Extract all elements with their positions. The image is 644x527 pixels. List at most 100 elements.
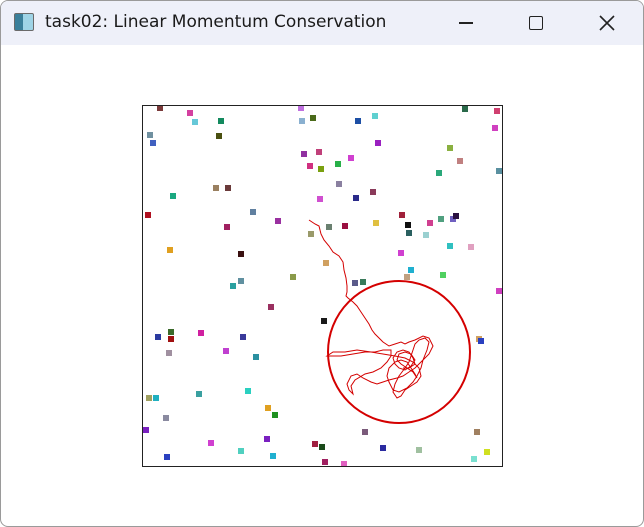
particle	[146, 395, 152, 401]
particle	[471, 456, 477, 462]
maximize-icon	[529, 16, 543, 30]
particle	[416, 447, 422, 453]
particle	[238, 251, 244, 257]
particle	[335, 161, 341, 167]
particle	[372, 113, 378, 119]
window-title: task02: Linear Momentum Conservation	[45, 12, 387, 32]
particle	[352, 280, 358, 286]
particle	[167, 247, 173, 253]
particle	[240, 334, 246, 340]
particle	[230, 283, 236, 289]
particle	[496, 288, 502, 294]
particle	[264, 436, 270, 442]
particle	[225, 185, 231, 191]
particle	[478, 338, 484, 344]
particle	[326, 224, 332, 230]
particle	[163, 415, 169, 421]
particle	[353, 195, 359, 201]
close-button[interactable]	[572, 1, 642, 45]
particle	[484, 449, 490, 455]
particle	[373, 220, 379, 226]
particle	[299, 118, 305, 124]
particle	[405, 222, 411, 228]
particle	[355, 118, 361, 124]
particle	[213, 185, 219, 191]
particle	[375, 140, 381, 146]
particle	[298, 106, 304, 111]
particle	[272, 412, 278, 418]
particle	[468, 244, 474, 250]
particle	[245, 388, 251, 394]
particle	[336, 181, 342, 187]
particle	[150, 140, 156, 146]
minimize-button[interactable]	[431, 1, 501, 45]
particle	[406, 230, 412, 236]
simulation-drawing	[143, 106, 502, 466]
particle	[404, 274, 410, 280]
particle	[208, 440, 214, 446]
particle	[321, 318, 327, 324]
particle	[275, 218, 281, 224]
particle	[438, 216, 444, 222]
particle	[316, 149, 322, 155]
particle	[447, 243, 453, 249]
particle	[270, 453, 276, 459]
particle	[250, 209, 256, 215]
particle	[342, 223, 348, 229]
particle	[216, 133, 222, 139]
particle	[408, 267, 414, 273]
particle	[265, 405, 271, 411]
particle	[370, 189, 376, 195]
close-icon	[599, 15, 615, 31]
particle	[153, 395, 159, 401]
maximize-button[interactable]	[501, 1, 571, 45]
title-bar[interactable]: task02: Linear Momentum Conservation	[1, 1, 643, 45]
particle	[348, 155, 354, 161]
particle	[218, 118, 224, 124]
particle	[166, 350, 172, 356]
particle	[168, 336, 174, 342]
particle	[268, 304, 274, 310]
minimize-icon	[459, 22, 473, 24]
particle	[453, 213, 459, 219]
particle	[164, 454, 170, 460]
particle	[168, 329, 174, 335]
particle	[492, 125, 498, 131]
particle	[157, 106, 163, 111]
particle	[196, 391, 202, 397]
particle	[310, 115, 316, 121]
particle	[462, 106, 468, 112]
particle	[143, 427, 149, 433]
particle	[145, 212, 151, 218]
app-window-icon	[14, 13, 34, 31]
particle	[170, 193, 176, 199]
big-ball	[327, 280, 471, 424]
particle	[318, 166, 324, 172]
particle	[238, 448, 244, 454]
ball-trajectory	[308, 219, 434, 399]
particle	[447, 145, 453, 151]
particle	[399, 212, 405, 218]
particle	[223, 348, 229, 354]
particle	[238, 278, 244, 284]
particle	[192, 119, 198, 125]
simulation-canvas[interactable]	[142, 105, 503, 467]
particle	[187, 110, 193, 116]
particle	[198, 330, 204, 336]
particle	[317, 196, 323, 202]
particle	[341, 461, 347, 466]
particle	[308, 231, 314, 237]
particle	[362, 429, 368, 435]
particle	[290, 274, 296, 280]
particle	[398, 250, 404, 256]
particle	[155, 334, 161, 340]
particle	[423, 232, 429, 238]
particle	[224, 224, 230, 230]
particle	[474, 429, 480, 435]
particle	[253, 354, 259, 360]
particle	[301, 151, 307, 157]
particle	[307, 163, 313, 169]
particle	[322, 459, 328, 465]
particle	[380, 445, 386, 451]
